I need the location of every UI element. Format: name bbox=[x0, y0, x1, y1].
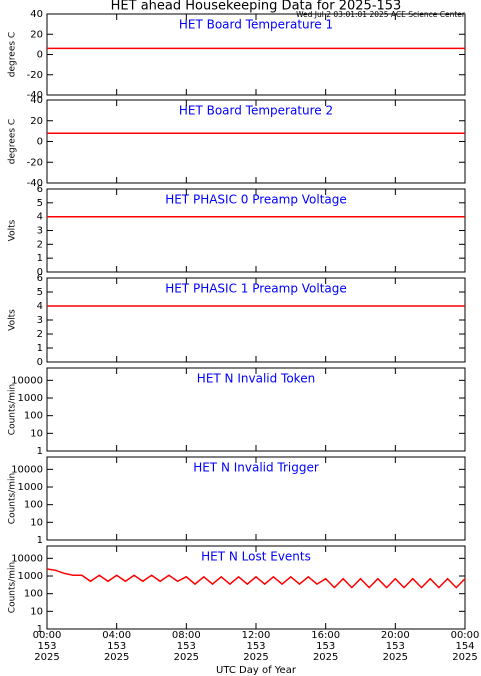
y-tick-label: -40 bbox=[27, 178, 43, 189]
x-tick-label: 20:00 bbox=[381, 630, 410, 641]
y-tick-label: 1 bbox=[37, 253, 43, 264]
y-tick-label: -20 bbox=[27, 157, 43, 168]
x-tick-label: 12:00 bbox=[242, 630, 271, 641]
panel-title: HET N Invalid Trigger bbox=[193, 461, 319, 475]
panel-title: HET Board Temperature 1 bbox=[179, 18, 333, 32]
x-tick-year: 2025 bbox=[243, 652, 268, 663]
y-axis-label: Counts/min bbox=[8, 384, 18, 435]
y-tick-label: 6 bbox=[37, 184, 43, 195]
y-axis-label: Counts/min bbox=[8, 473, 18, 524]
x-tick-day: 153 bbox=[316, 641, 335, 652]
x-tick-day: 153 bbox=[107, 641, 126, 652]
x-axis-label: UTC Day of Year bbox=[216, 665, 297, 676]
x-tick-day: 154 bbox=[455, 641, 474, 652]
panel-title: HET PHASIC 1 Preamp Voltage bbox=[165, 282, 347, 296]
y-tick-label: 4 bbox=[37, 212, 43, 223]
x-tick-year: 2025 bbox=[174, 652, 199, 663]
y-tick-label: 1 bbox=[37, 535, 43, 546]
y-tick-label: 100 bbox=[24, 411, 43, 422]
y-tick-label: 4 bbox=[37, 301, 43, 312]
y-tick-label: -20 bbox=[27, 70, 43, 81]
x-tick-day: 153 bbox=[246, 641, 265, 652]
y-tick-label: 1 bbox=[37, 624, 43, 635]
panel-title: HET N Lost Events bbox=[201, 550, 311, 564]
x-tick-year: 2025 bbox=[452, 652, 477, 663]
y-tick-label: 6 bbox=[37, 273, 43, 284]
y-tick-label: 1 bbox=[37, 343, 43, 354]
y-tick-label: 10 bbox=[30, 517, 43, 528]
y-tick-label: 5 bbox=[37, 287, 43, 298]
y-tick-label: -40 bbox=[27, 90, 43, 101]
y-tick-label: 3 bbox=[37, 226, 43, 237]
y-tick-label: 20 bbox=[30, 29, 43, 40]
y-tick-label: 10 bbox=[30, 606, 43, 617]
y-tick-label: 0 bbox=[37, 267, 43, 278]
y-tick-label: 10000 bbox=[11, 553, 43, 564]
y-axis-label: Volts bbox=[8, 309, 18, 331]
x-tick-year: 2025 bbox=[34, 652, 59, 663]
x-tick-label: 16:00 bbox=[311, 630, 340, 641]
y-tick-label: 2 bbox=[37, 329, 43, 340]
y-tick-label: 20 bbox=[30, 116, 43, 127]
x-tick-label: 08:00 bbox=[172, 630, 201, 641]
x-tick-day: 153 bbox=[37, 641, 56, 652]
y-tick-label: 3 bbox=[37, 315, 43, 326]
y-tick-label: 0 bbox=[37, 50, 43, 61]
y-tick-label: 10000 bbox=[11, 375, 43, 386]
y-tick-label: 5 bbox=[37, 198, 43, 209]
x-tick-label: 04:00 bbox=[102, 630, 131, 641]
data-line bbox=[46, 568, 466, 589]
x-tick-year: 2025 bbox=[383, 652, 408, 663]
x-tick-label: 00:00 bbox=[451, 630, 480, 641]
x-tick-year: 2025 bbox=[313, 652, 338, 663]
y-tick-label: 40 bbox=[30, 9, 43, 20]
x-tick-label: 00:00 bbox=[33, 630, 62, 641]
y-tick-label: 0 bbox=[37, 357, 43, 368]
y-axis-label: Counts/min bbox=[8, 562, 18, 613]
y-tick-label: 0 bbox=[37, 137, 43, 148]
y-tick-label: 40 bbox=[30, 95, 43, 106]
y-tick-label: 1000 bbox=[18, 482, 43, 493]
panel-title: HET PHASIC 0 Preamp Voltage bbox=[165, 193, 347, 207]
y-tick-label: 1 bbox=[37, 446, 43, 457]
y-tick-label: 10000 bbox=[11, 464, 43, 475]
y-tick-label: 10 bbox=[30, 428, 43, 439]
y-axis-label: Volts bbox=[8, 219, 18, 241]
y-tick-label: 2 bbox=[37, 239, 43, 250]
y-tick-label: 100 bbox=[24, 500, 43, 511]
x-tick-day: 153 bbox=[386, 641, 405, 652]
y-tick-label: 100 bbox=[24, 589, 43, 600]
y-tick-label: 1000 bbox=[18, 571, 43, 582]
x-tick-day: 153 bbox=[177, 641, 196, 652]
y-axis-label: degrees C bbox=[8, 32, 18, 77]
page-title: HET ahead Housekeeping Data for 2025-153 bbox=[111, 0, 402, 14]
x-tick-year: 2025 bbox=[104, 652, 129, 663]
y-tick-label: 1000 bbox=[18, 393, 43, 404]
panel-title: HET N Invalid Token bbox=[197, 372, 315, 386]
y-axis-label: degrees C bbox=[8, 119, 18, 164]
panel-title: HET Board Temperature 2 bbox=[179, 104, 333, 118]
